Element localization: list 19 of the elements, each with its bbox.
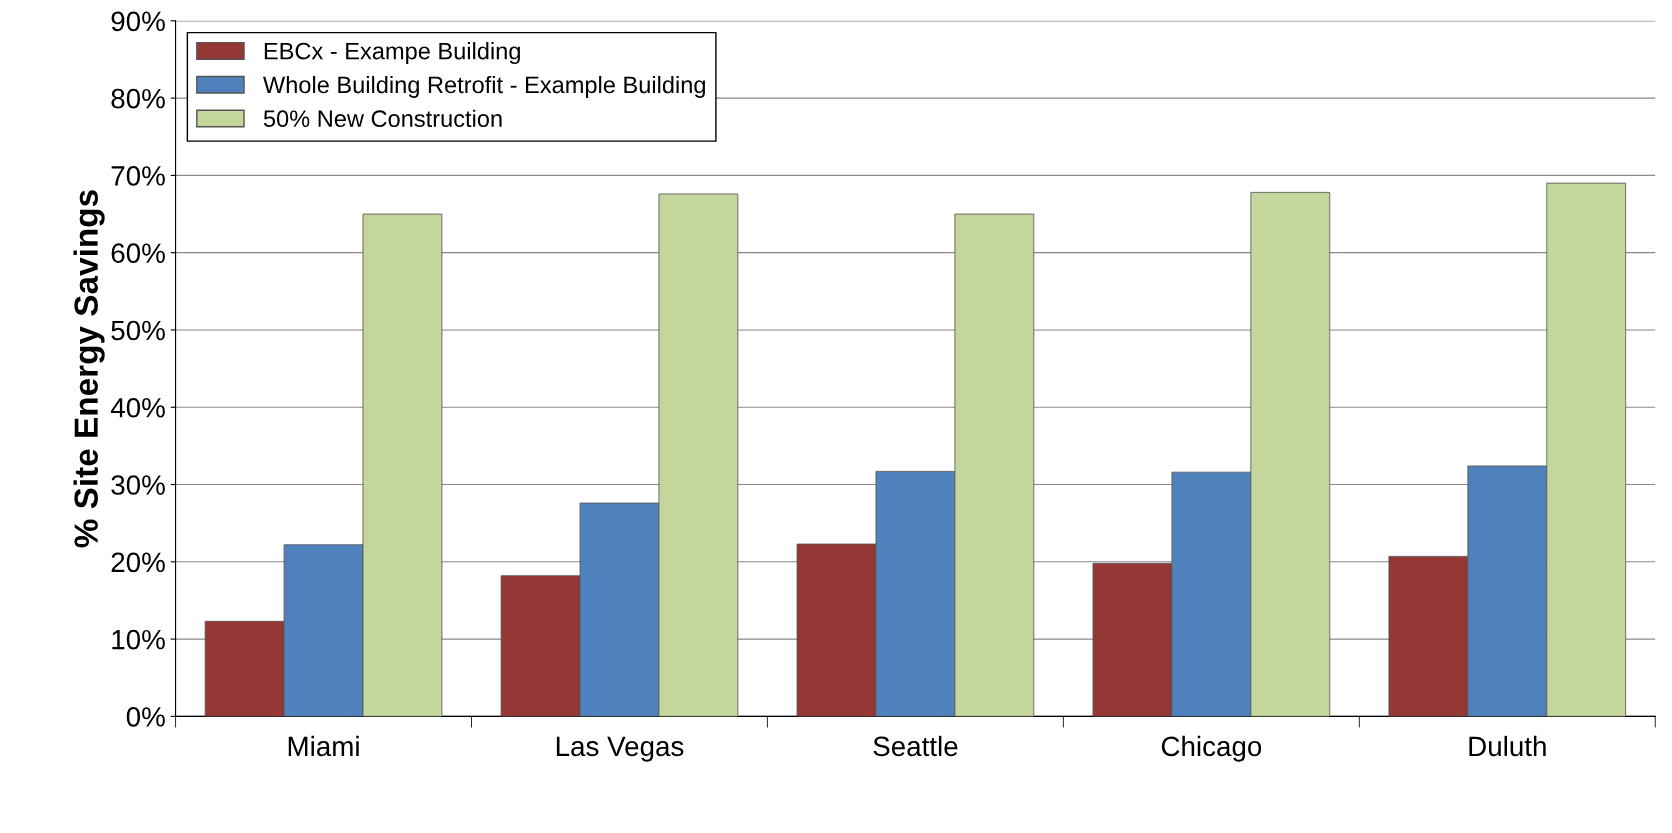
x-tick-label: Las Vegas xyxy=(556,736,684,762)
y-tick-label: 40% xyxy=(110,397,165,418)
legend-label: EBCx - Exampe Building xyxy=(264,42,520,65)
y-tick-label: 70% xyxy=(111,166,165,186)
x-tick-label: Seattle xyxy=(873,735,958,757)
y-tick-label: 50% xyxy=(111,320,165,341)
x-tick-label: Miami xyxy=(288,735,359,757)
y-tick-label: 20% xyxy=(111,552,165,573)
y-tick-label: 60% xyxy=(111,243,165,264)
y-tick-label: 10% xyxy=(112,629,165,650)
y-tick-label: 0% xyxy=(126,707,165,727)
x-tick-label: Duluth xyxy=(1469,735,1546,757)
legend-label: Whole Building Retrofit - Example Building xyxy=(263,75,705,98)
y-tick-label: 30% xyxy=(111,475,165,495)
x-tick-label: Chicago xyxy=(1161,735,1262,762)
y-axis-title: % Site Energy Savings xyxy=(73,190,105,548)
y-tick-label: 90% xyxy=(111,11,165,32)
legend-label: 50% New Construction xyxy=(263,109,502,128)
y-tick-label: 80% xyxy=(111,88,165,109)
